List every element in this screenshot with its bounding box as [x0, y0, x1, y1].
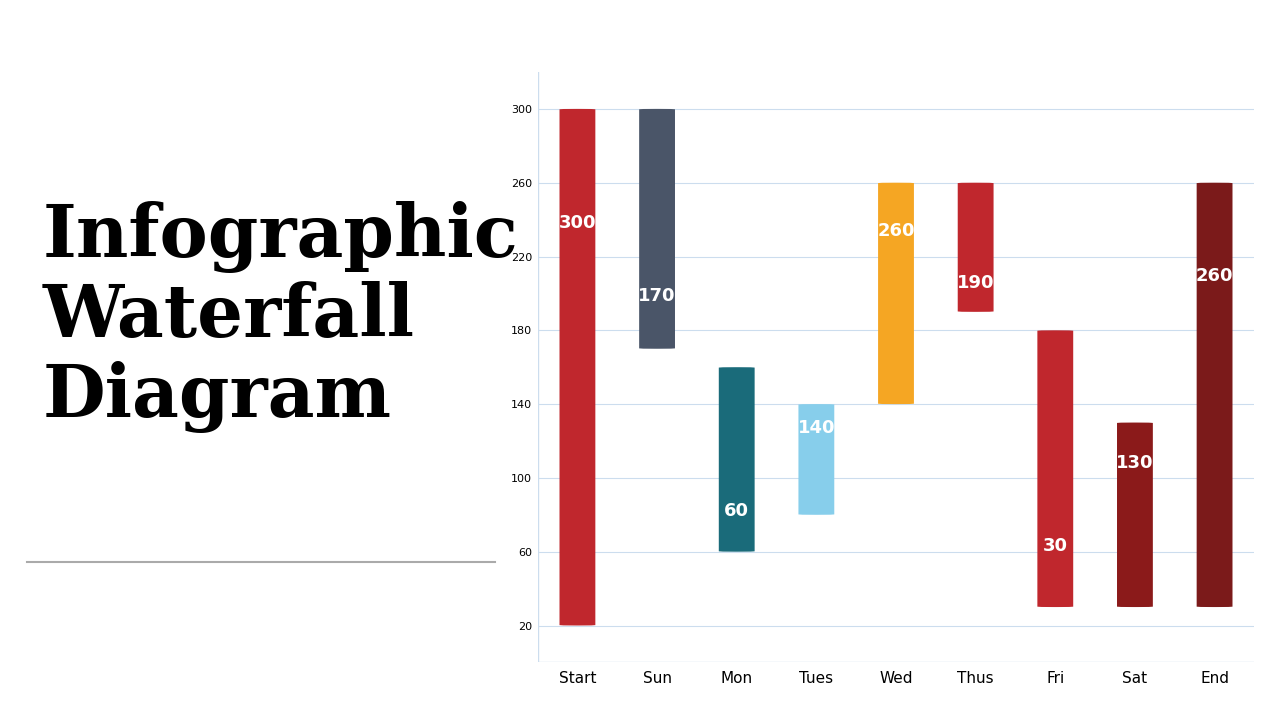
- FancyBboxPatch shape: [799, 404, 835, 515]
- Text: 170: 170: [639, 287, 676, 305]
- FancyBboxPatch shape: [559, 109, 595, 626]
- FancyBboxPatch shape: [878, 183, 914, 404]
- FancyBboxPatch shape: [1037, 330, 1073, 607]
- Text: 60: 60: [724, 502, 749, 520]
- FancyBboxPatch shape: [1197, 183, 1233, 607]
- FancyBboxPatch shape: [639, 109, 675, 348]
- Text: 130: 130: [1116, 454, 1153, 472]
- FancyBboxPatch shape: [719, 367, 755, 552]
- Text: 30: 30: [1043, 537, 1068, 555]
- Text: 300: 300: [558, 214, 596, 232]
- FancyBboxPatch shape: [1117, 423, 1153, 607]
- Text: Infographic
Waterfall
Diagram: Infographic Waterfall Diagram: [44, 201, 518, 433]
- Text: 190: 190: [957, 274, 995, 292]
- Text: 140: 140: [797, 420, 835, 438]
- Text: 260: 260: [1196, 267, 1234, 285]
- FancyBboxPatch shape: [957, 183, 993, 312]
- Text: 260: 260: [877, 222, 915, 240]
